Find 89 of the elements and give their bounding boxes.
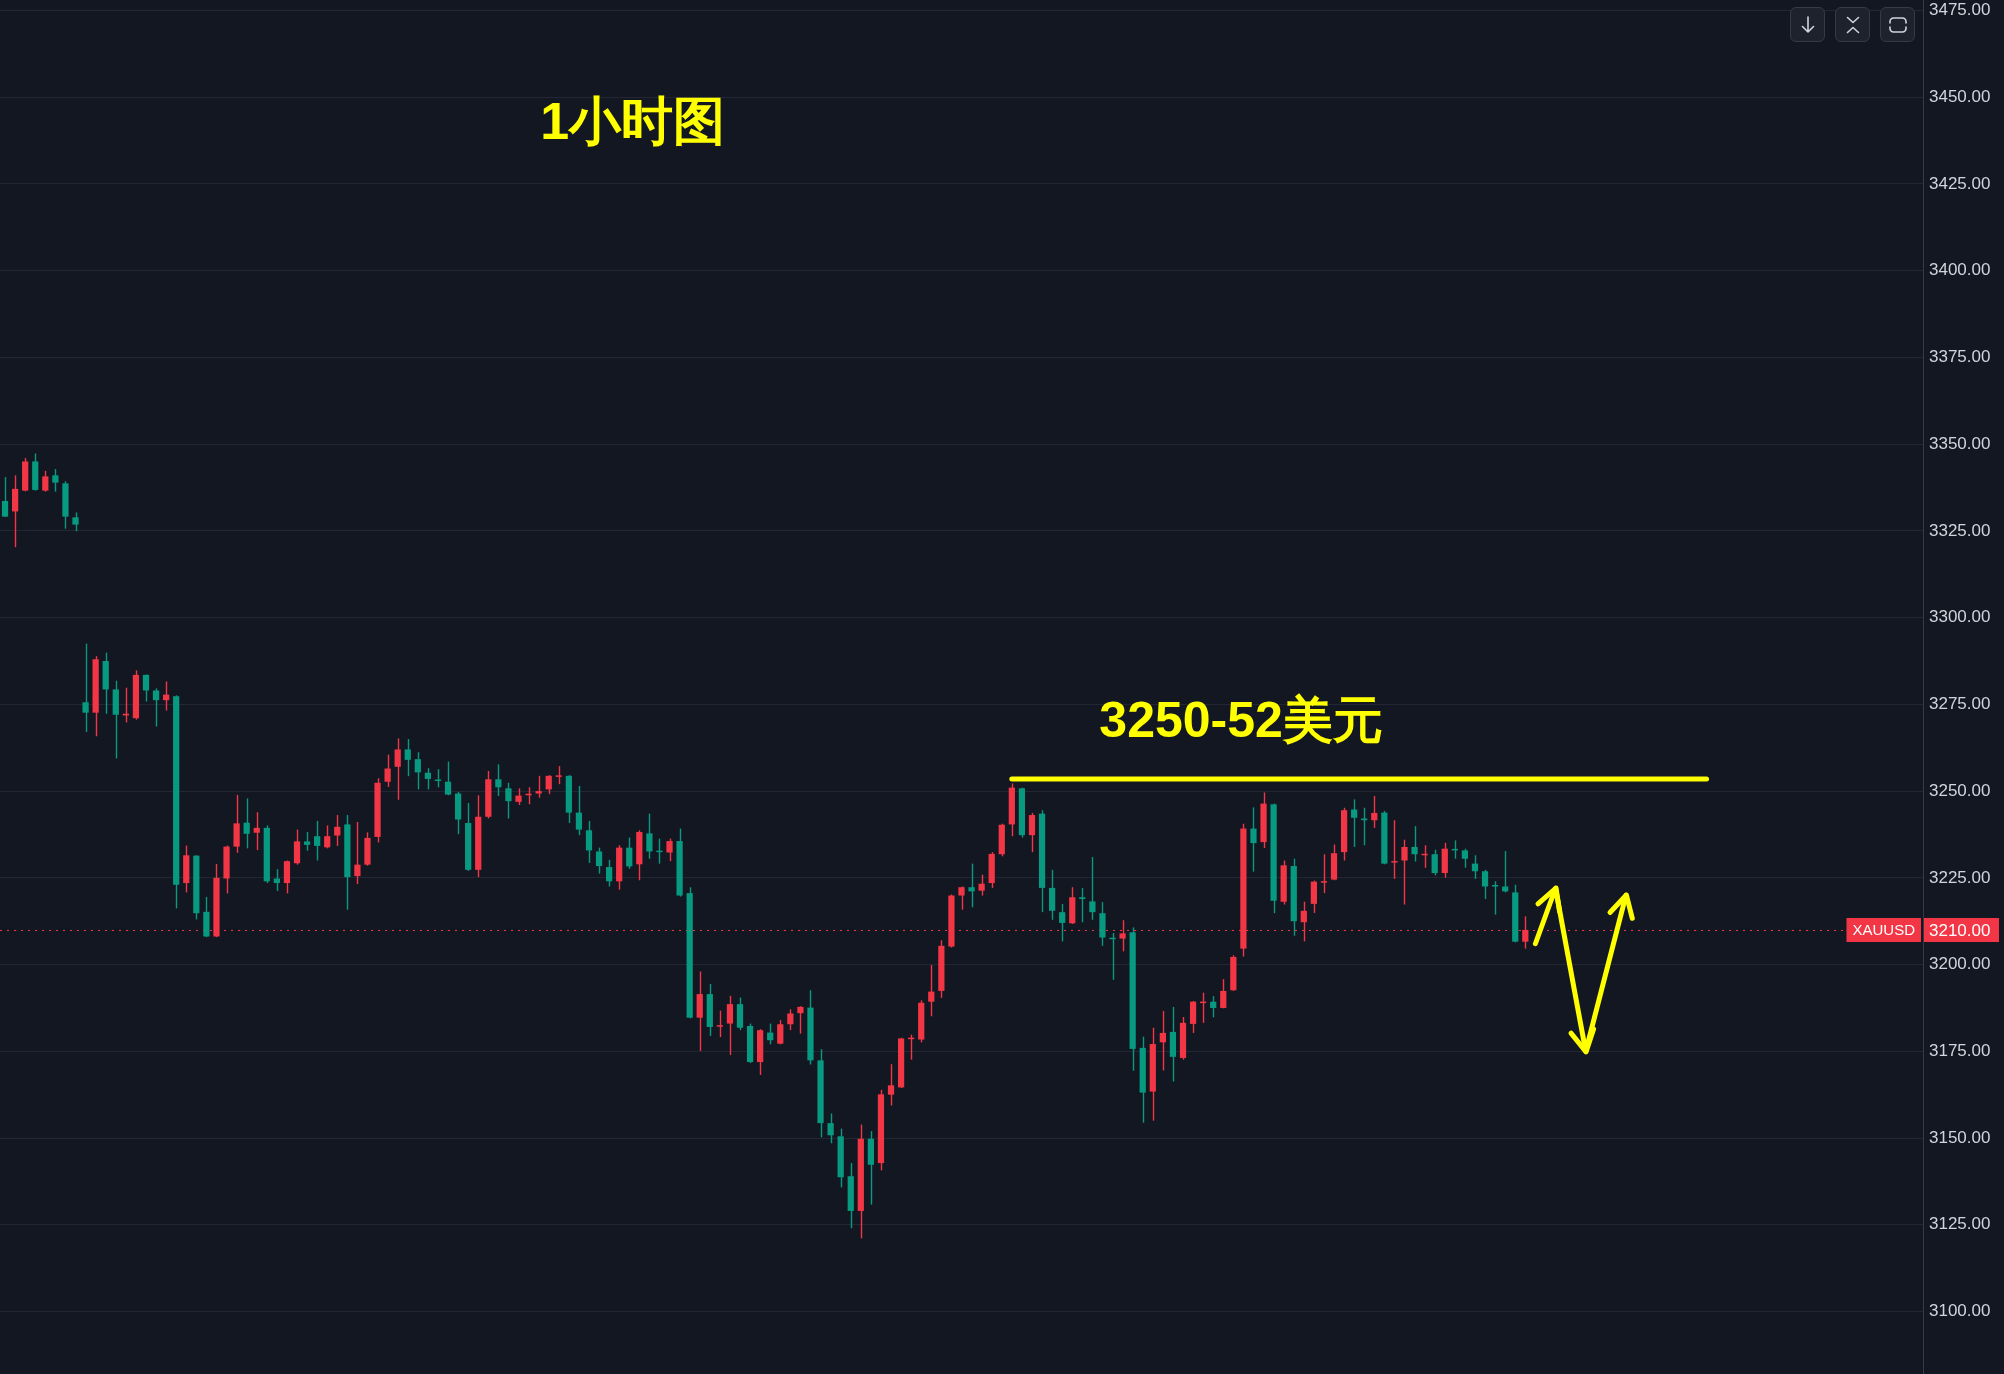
candlestick bbox=[72, 511, 79, 532]
candlestick bbox=[1159, 1010, 1166, 1072]
candlestick bbox=[1491, 880, 1499, 916]
candlestick bbox=[253, 811, 260, 851]
candlestick bbox=[233, 794, 240, 854]
candlestick bbox=[303, 831, 311, 852]
y-tick-label: 3450.00 bbox=[1929, 86, 1991, 106]
candlestick bbox=[11, 474, 19, 548]
candlestick bbox=[404, 738, 411, 777]
candlestick bbox=[585, 820, 593, 864]
text: 3210.00 bbox=[1929, 920, 1991, 940]
candlestick bbox=[293, 828, 301, 866]
candlestick bbox=[394, 737, 401, 801]
y-tick-label: 3475.00 bbox=[1929, 0, 1991, 20]
candlestick bbox=[1028, 812, 1036, 853]
candlestick bbox=[243, 797, 250, 850]
candlestick bbox=[1210, 995, 1217, 1019]
candlestick bbox=[444, 760, 452, 796]
candlestick bbox=[314, 820, 321, 862]
y-tick-label: 3250.00 bbox=[1929, 780, 1991, 800]
candlestick bbox=[535, 775, 542, 799]
y-tick-label: 3100.00 bbox=[1929, 1301, 1991, 1321]
candlestick bbox=[696, 970, 703, 1052]
candlestick bbox=[334, 814, 341, 847]
candlestick bbox=[1, 476, 9, 518]
candlestick bbox=[968, 862, 975, 909]
candlestick bbox=[1189, 1000, 1197, 1034]
candlestick bbox=[1481, 869, 1489, 900]
candlestick bbox=[595, 846, 603, 875]
candlestick bbox=[545, 774, 552, 795]
y-tick-label: 3375.00 bbox=[1929, 347, 1991, 367]
candlestick bbox=[152, 687, 160, 728]
candlestick bbox=[42, 470, 49, 493]
y-tick-label: 3400.00 bbox=[1929, 260, 1991, 280]
candlestick bbox=[716, 1010, 723, 1038]
candlestick bbox=[1461, 847, 1469, 869]
candlestick bbox=[1391, 819, 1398, 880]
y-tick-label: 3200.00 bbox=[1929, 954, 1991, 974]
candlestick bbox=[575, 785, 583, 836]
text: 1小时图 bbox=[540, 92, 726, 151]
candlestick bbox=[1089, 856, 1096, 921]
candlestick bbox=[978, 874, 985, 897]
y-tick-label: 3425.00 bbox=[1929, 173, 1991, 193]
candlestick bbox=[1048, 869, 1056, 921]
candlestick bbox=[736, 996, 744, 1031]
candlestick bbox=[646, 812, 653, 860]
candlestick bbox=[1059, 903, 1066, 943]
candlestick bbox=[384, 753, 391, 788]
candlestick bbox=[414, 751, 421, 791]
candlestick bbox=[666, 837, 673, 862]
candlestick bbox=[1411, 825, 1418, 863]
y-tick-label: 3125.00 bbox=[1929, 1214, 1991, 1234]
y-tick-label: 3300.00 bbox=[1929, 607, 1991, 627]
candlestick bbox=[797, 1005, 804, 1035]
y-tick-label: 3275.00 bbox=[1929, 694, 1991, 714]
candlestick bbox=[495, 763, 502, 797]
candlestick bbox=[787, 1008, 794, 1031]
candlestick bbox=[82, 642, 89, 733]
y-tick-label: 3225.00 bbox=[1929, 867, 1991, 887]
candlestick bbox=[1431, 849, 1438, 877]
candlestick bbox=[726, 995, 734, 1056]
y-tick-label: 3150.00 bbox=[1929, 1127, 1991, 1147]
candlestick bbox=[1310, 879, 1317, 914]
candlestick bbox=[52, 468, 59, 493]
candlestick bbox=[887, 1063, 895, 1107]
candlestick bbox=[283, 859, 291, 895]
candlestick bbox=[1250, 806, 1257, 873]
candlestick bbox=[606, 859, 613, 888]
candlestick bbox=[1079, 887, 1086, 923]
candlestick bbox=[1371, 795, 1378, 829]
candlestick bbox=[626, 836, 633, 870]
candlestick bbox=[324, 824, 331, 850]
candlestick bbox=[928, 964, 935, 1017]
candlestick bbox=[777, 1019, 784, 1046]
ref-line-label: XAUUSD bbox=[1852, 921, 1916, 939]
candlestick bbox=[1351, 798, 1358, 848]
candlestick bbox=[1220, 978, 1227, 1009]
candlestick bbox=[555, 765, 562, 785]
candlestick bbox=[827, 1112, 834, 1144]
candlestick bbox=[424, 767, 432, 791]
candlestick bbox=[505, 782, 512, 820]
series-label: 3250-52美元 bbox=[1099, 691, 1383, 748]
candlestick bbox=[142, 673, 150, 703]
y-tick-label: 3175.00 bbox=[1929, 1041, 1991, 1061]
candlestick bbox=[1320, 853, 1328, 894]
candlestick bbox=[1401, 838, 1408, 906]
y-tick-label: 3350.00 bbox=[1929, 433, 1991, 453]
y-tick-label: 3325.00 bbox=[1929, 520, 1991, 540]
candlestick bbox=[354, 821, 361, 885]
